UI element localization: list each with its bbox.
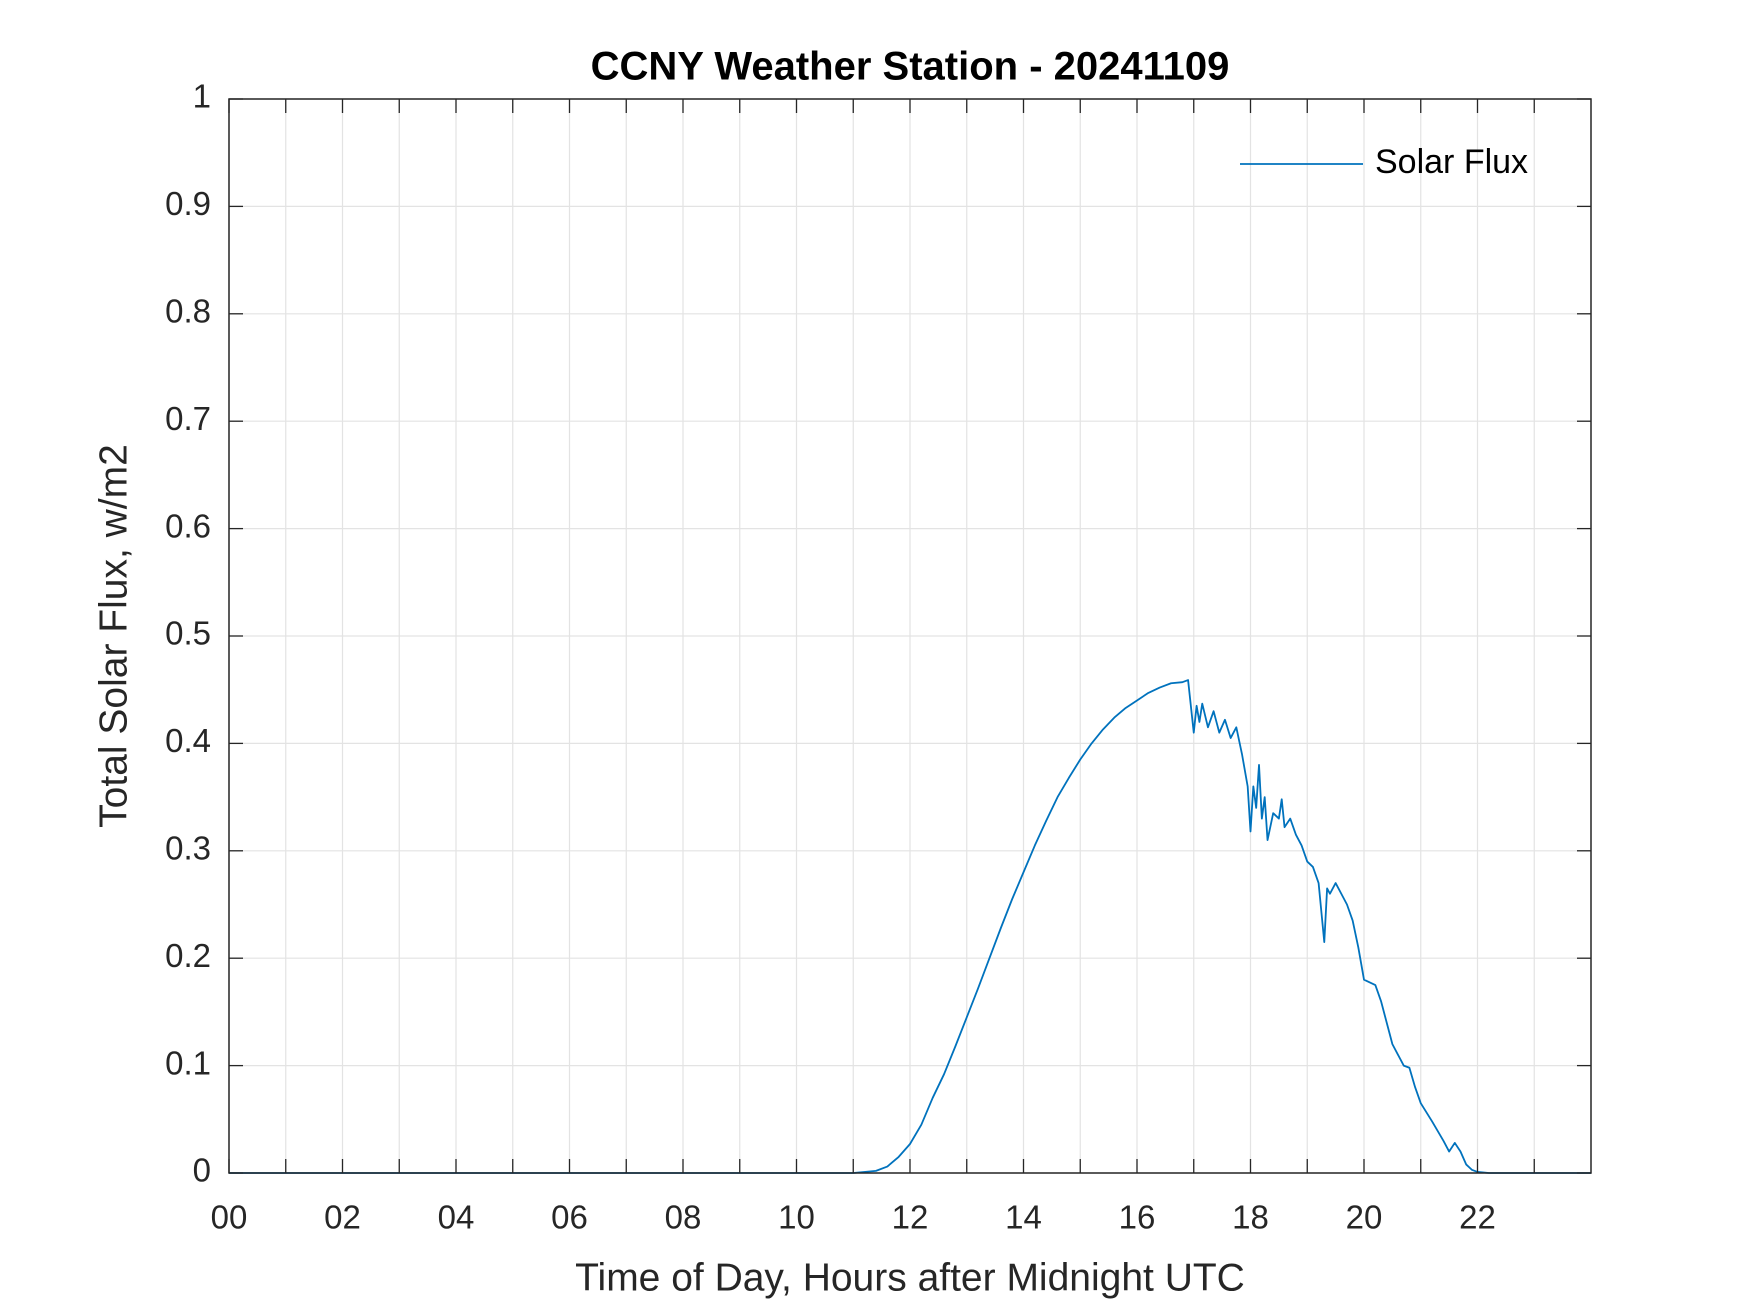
y-tick-label: 1 — [193, 78, 211, 115]
y-tick-label: 0.3 — [165, 830, 211, 867]
x-tick-label: 02 — [324, 1199, 361, 1236]
x-tick-label: 04 — [438, 1199, 475, 1236]
x-tick-label: 16 — [1119, 1199, 1156, 1236]
x-tick-label: 14 — [1005, 1199, 1042, 1236]
y-tick-label: 0 — [193, 1152, 211, 1189]
y-tick-label: 0.5 — [165, 615, 211, 652]
y-tick-label: 0.4 — [165, 722, 211, 759]
y-tick-label: 0.7 — [165, 400, 211, 437]
plot-area — [229, 679, 1591, 1174]
x-tick-label: 20 — [1346, 1199, 1383, 1236]
y-tick-label: 0.1 — [165, 1044, 211, 1081]
x-tick-label: 08 — [665, 1199, 702, 1236]
y-tick-label: 0.2 — [165, 937, 211, 974]
x-axis-label: Time of Day, Hours after Midnight UTC — [575, 1256, 1245, 1299]
x-tick-label: 12 — [892, 1199, 929, 1236]
x-tick-label: 00 — [211, 1199, 248, 1236]
x-tick-label: 18 — [1232, 1199, 1269, 1236]
y-tick-label: 0.6 — [165, 507, 211, 544]
legend-label: Solar Flux — [1375, 143, 1528, 181]
x-tick-label: 10 — [778, 1199, 815, 1236]
data-line — [229, 679, 1591, 1174]
chart-title: CCNY Weather Station - 20241109 — [591, 45, 1230, 89]
plot-frame — [228, 98, 1592, 1174]
x-tick-label: 06 — [551, 1199, 588, 1236]
y-tick-label: 0.8 — [165, 293, 211, 330]
y-tick-label: 0.9 — [165, 185, 211, 222]
y-axis-label: Total Solar Flux, w/m2 — [92, 444, 135, 828]
x-tick-label: 22 — [1459, 1199, 1496, 1236]
